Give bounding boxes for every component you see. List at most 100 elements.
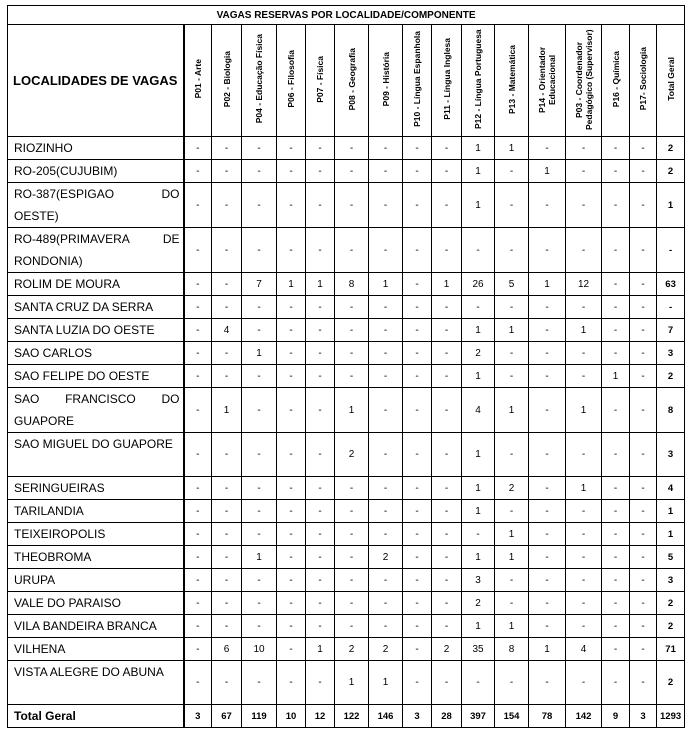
- cell-value: -: [334, 136, 369, 160]
- cell-value: -: [182, 318, 212, 342]
- table-row: VISTA ALEGRE DO ABUNA - - - - -1 1- - - - - - - -2: [7, 660, 686, 705]
- cell-value: -: [241, 227, 277, 273]
- cell-value: -: [494, 432, 529, 477]
- cell-value: -: [629, 318, 657, 342]
- cell-value: -: [334, 499, 369, 523]
- cell-value: -: [629, 272, 657, 296]
- cell-value: 6: [211, 637, 242, 661]
- cell-value: -: [629, 387, 657, 433]
- cell-value: -: [368, 295, 403, 319]
- cell-value: 5: [494, 272, 529, 296]
- cell-value: -: [241, 295, 277, 319]
- table-row: URUPA - - - - - - - - -3- - - - -3: [7, 568, 686, 592]
- cell-value: -: [368, 182, 403, 228]
- cell-value: -: [334, 545, 369, 569]
- cell-value: 122: [334, 704, 369, 728]
- cell-value: -: [565, 159, 602, 183]
- cell-value: -: [182, 568, 212, 592]
- cell-value: 1: [334, 387, 369, 433]
- cell-value: -: [431, 159, 462, 183]
- cell-value: -: [182, 295, 212, 319]
- cell-value: -: [334, 318, 369, 342]
- cell-value: 1: [565, 476, 602, 500]
- vagas-table: VAGAS RESERVAS POR LOCALIDADE/COMPONENTE…: [6, 5, 686, 728]
- table-row: RO-205(CUJUBIM) - - - - - - - - -1-1- - -2: [7, 159, 686, 183]
- cell-value: -: [305, 614, 335, 638]
- row-total: 1: [655, 499, 686, 523]
- cell-value: -: [601, 387, 630, 433]
- cell-value: -: [528, 614, 566, 638]
- cell-value: 10: [241, 637, 277, 661]
- cell-value: -: [494, 341, 529, 365]
- cell-value: -: [629, 159, 657, 183]
- cell-value: -: [565, 568, 602, 592]
- cell-value: -: [241, 318, 277, 342]
- cell-value: 1: [431, 272, 462, 296]
- table-row: RO-387(ESPIGAO DO OESTE) - - - - - - - - -1- - - - -1: [7, 182, 686, 228]
- cell-value: -: [368, 227, 403, 273]
- locality-name: THEOBROMA: [7, 545, 184, 569]
- row-total: 1293: [655, 704, 686, 728]
- locality-header: LOCALIDADES DE VAGAS: [7, 24, 184, 137]
- cell-value: 26: [461, 272, 495, 296]
- cell-value: -: [276, 614, 306, 638]
- cell-value: -: [368, 591, 403, 615]
- cell-value: 4: [565, 637, 602, 661]
- cell-value: 2: [494, 476, 529, 500]
- cell-value: -: [182, 591, 212, 615]
- cell-value: -: [528, 295, 566, 319]
- cell-value: -: [305, 499, 335, 523]
- cell-value: -: [431, 499, 462, 523]
- cell-value: -: [431, 227, 462, 273]
- row-total: 3: [655, 432, 686, 477]
- cell-value: -: [276, 341, 306, 365]
- cell-value: 154: [494, 704, 529, 728]
- cell-value: -: [211, 522, 242, 546]
- cell-value: -: [182, 227, 212, 273]
- cell-value: 1: [528, 272, 566, 296]
- locality-name: Total Geral: [7, 704, 184, 728]
- cell-value: -: [528, 432, 566, 477]
- cell-value: -: [461, 660, 495, 705]
- cell-value: -: [565, 182, 602, 228]
- cell-value: -: [461, 227, 495, 273]
- cell-value: -: [241, 660, 277, 705]
- cell-value: -: [211, 499, 242, 523]
- cell-value: 2: [431, 637, 462, 661]
- cell-value: -: [565, 545, 602, 569]
- locality-name: SAO CARLOS: [7, 341, 184, 365]
- cell-value: -: [182, 272, 212, 296]
- cell-value: -: [182, 614, 212, 638]
- cell-value: -: [305, 318, 335, 342]
- cell-value: 3: [461, 568, 495, 592]
- cell-value: -: [402, 660, 432, 705]
- cell-value: -: [629, 227, 657, 273]
- locality-name: URUPA: [7, 568, 184, 592]
- locality-name: TARILANDIA: [7, 499, 184, 523]
- cell-value: -: [368, 432, 403, 477]
- locality-name: VILHENA: [7, 637, 184, 661]
- cell-value: -: [402, 136, 432, 160]
- cell-value: -: [182, 499, 212, 523]
- table-row: TARILANDIA - - - - - - - - -1- - - - -1: [7, 499, 686, 523]
- cell-value: 3: [182, 704, 212, 728]
- cell-value: -: [629, 568, 657, 592]
- locality-name: RO-205(CUJUBIM): [7, 159, 184, 183]
- cell-value: -: [431, 182, 462, 228]
- cell-value: -: [211, 182, 242, 228]
- cell-value: -: [629, 545, 657, 569]
- cell-value: -: [461, 295, 495, 319]
- table-row: THEOBROMA - -1- - -2- -1 1- - - -5: [7, 545, 686, 569]
- cell-value: -: [402, 591, 432, 615]
- cell-value: -: [211, 614, 242, 638]
- cell-value: -: [431, 136, 462, 160]
- cell-value: -: [368, 499, 403, 523]
- cell-value: -: [629, 591, 657, 615]
- cell-value: -: [182, 182, 212, 228]
- locality-name: VALE DO PARAISO: [7, 591, 184, 615]
- cell-value: -: [402, 387, 432, 433]
- cell-value: 1: [494, 522, 529, 546]
- cell-value: 1: [461, 614, 495, 638]
- cell-value: -: [528, 476, 566, 500]
- cell-value: -: [565, 499, 602, 523]
